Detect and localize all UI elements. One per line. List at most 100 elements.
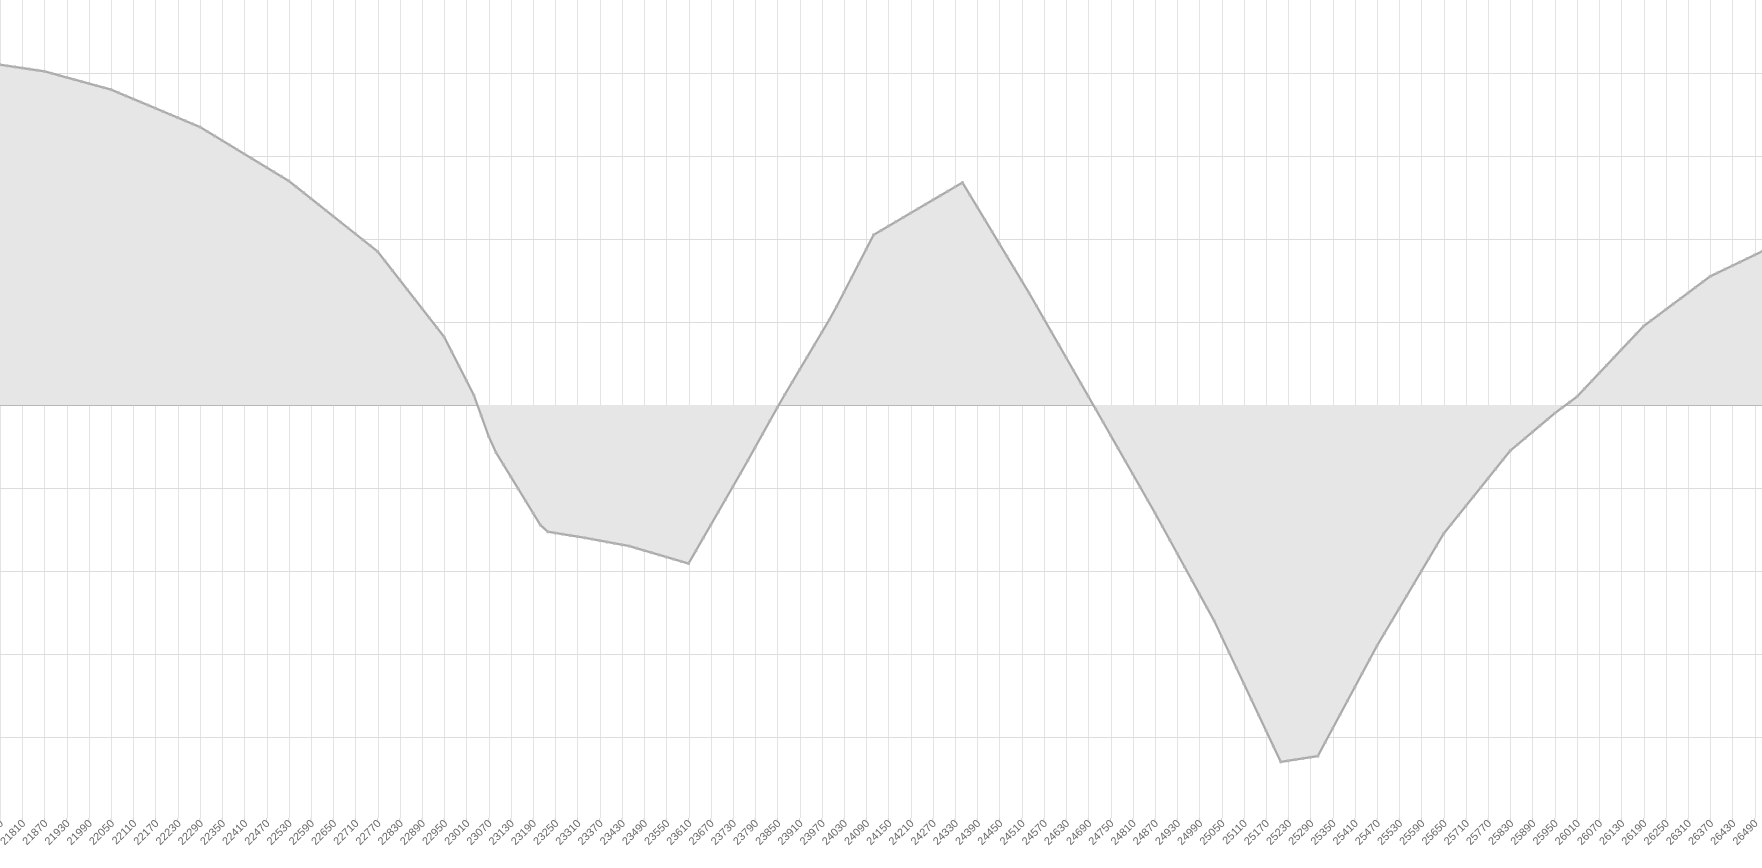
data-point — [1198, 592, 1201, 595]
data-point — [887, 225, 890, 228]
data-point — [1072, 369, 1075, 372]
data-point — [1509, 449, 1512, 452]
data-point — [1546, 418, 1549, 421]
data-point — [191, 122, 194, 125]
data-point — [1568, 401, 1571, 404]
data-point — [1124, 459, 1127, 462]
data-point — [124, 94, 127, 97]
data-point — [857, 262, 860, 265]
data-point — [1168, 538, 1171, 541]
data-point — [1435, 545, 1438, 548]
data-point — [842, 291, 845, 294]
data-point — [1679, 297, 1682, 300]
data-point — [1731, 264, 1734, 267]
data-point — [813, 343, 816, 346]
data-point — [1442, 532, 1445, 535]
x-tick-label: 22050 — [87, 818, 117, 848]
data-point — [1686, 291, 1689, 294]
data-point — [953, 185, 956, 188]
data-point — [117, 91, 120, 94]
data-point — [361, 238, 364, 241]
data-point — [1479, 486, 1482, 489]
data-point — [1753, 253, 1756, 256]
data-point — [324, 209, 327, 212]
data-point — [1235, 666, 1238, 669]
data-point — [87, 82, 90, 85]
data-point — [998, 242, 1001, 245]
data-point — [1250, 698, 1253, 701]
data-point — [6, 64, 9, 67]
data-point — [102, 86, 105, 89]
data-point — [383, 259, 386, 262]
data-point — [346, 226, 349, 229]
data-point — [339, 220, 342, 223]
data-point — [1649, 319, 1652, 322]
data-point — [443, 335, 446, 338]
data-point — [169, 113, 172, 116]
data-point — [961, 181, 964, 184]
area-fill-layer — [0, 65, 1762, 762]
data-point — [1005, 255, 1008, 258]
data-point — [132, 97, 135, 100]
x-tick-label: 26490 — [1731, 818, 1761, 848]
data-point — [183, 119, 186, 122]
data-point — [731, 485, 734, 488]
x-tick-label: 25050 — [1198, 818, 1228, 848]
data-point — [539, 524, 542, 527]
data-point — [109, 88, 112, 91]
data-point — [80, 80, 83, 83]
data-point — [1657, 313, 1660, 316]
data-point — [687, 562, 690, 565]
data-point — [724, 498, 727, 501]
data-point — [1501, 458, 1504, 461]
data-point — [1486, 477, 1489, 480]
data-point — [709, 523, 712, 526]
data-point — [1398, 607, 1401, 610]
data-point — [43, 70, 46, 73]
data-point — [1553, 412, 1556, 415]
data-point — [702, 536, 705, 539]
data-point — [791, 381, 794, 384]
data-point — [258, 161, 261, 164]
data-point — [243, 152, 246, 155]
data-point — [206, 130, 209, 133]
data-point — [1338, 713, 1341, 716]
data-point — [598, 539, 601, 542]
data-point — [72, 78, 75, 81]
data-point — [1701, 280, 1704, 283]
data-point — [1612, 356, 1615, 359]
data-point — [1605, 364, 1608, 367]
data-point — [642, 549, 645, 552]
data-point — [1538, 424, 1541, 427]
data-point — [1116, 446, 1119, 449]
data-point — [902, 216, 905, 219]
data-point — [465, 379, 468, 382]
data-point — [576, 535, 579, 538]
data-point — [161, 110, 164, 113]
data-point — [398, 278, 401, 281]
data-point — [1694, 286, 1697, 289]
data-point — [1723, 268, 1726, 271]
data-point — [221, 139, 224, 142]
data-point — [665, 555, 668, 558]
data-point — [287, 179, 290, 182]
data-point — [376, 250, 379, 253]
data-point — [879, 229, 882, 232]
data-point — [776, 406, 779, 409]
data-point — [21, 66, 24, 69]
data-point — [1746, 257, 1749, 260]
data-point — [302, 191, 305, 194]
data-point — [213, 134, 216, 137]
data-point — [428, 316, 431, 319]
data-point — [1094, 408, 1097, 411]
data-point — [1331, 727, 1334, 730]
data-point — [1087, 395, 1090, 398]
data-point — [1190, 579, 1193, 582]
data-point — [1642, 325, 1645, 328]
data-point — [1575, 395, 1578, 398]
area-fill — [0, 65, 1762, 762]
data-point — [494, 451, 497, 454]
data-point — [1264, 729, 1267, 732]
